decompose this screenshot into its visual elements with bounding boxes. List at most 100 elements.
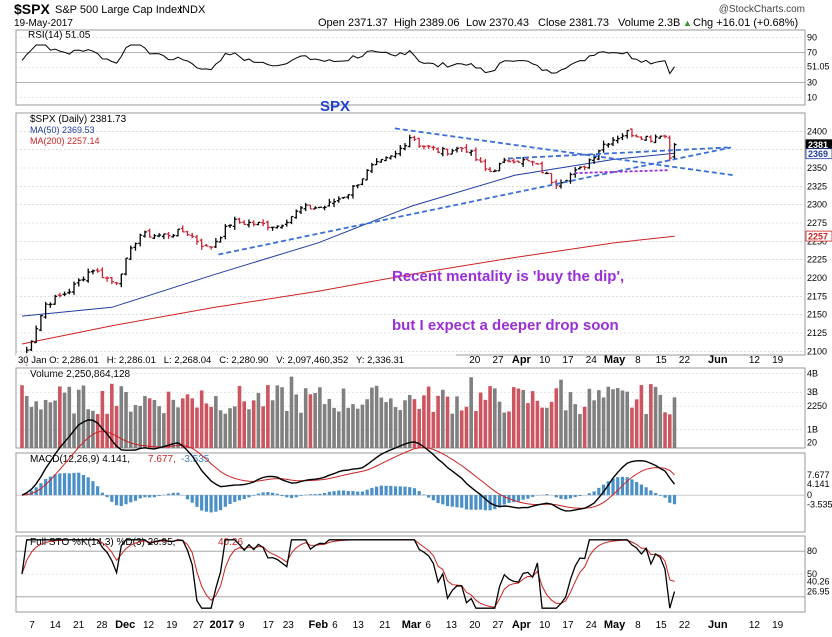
volume-bar [313, 393, 317, 448]
macd-histogram-bar [412, 488, 417, 496]
bottom-date-label: 27 [193, 620, 205, 631]
volume-bar [138, 405, 143, 448]
upper-date-label: 15 [656, 355, 668, 366]
price-tick-label: 2300 [807, 200, 827, 210]
macd-histogram-bar [91, 481, 95, 496]
volume-label: Volume 2,250,864,128 [30, 369, 131, 380]
rsi-line [21, 44, 675, 75]
volume-bar [242, 401, 247, 448]
volume-bar [445, 396, 450, 448]
price-tick-label: 2225 [807, 255, 827, 265]
bottom-date-label: 20 [469, 620, 481, 631]
bottom-date-label: 27 [492, 620, 504, 631]
macd-histogram-bar [479, 495, 483, 510]
volume-bar [355, 408, 360, 448]
macd-label-main: MACD(12,26,9) 4.141, [30, 454, 130, 465]
bottom-date-label: 19 [166, 620, 178, 631]
volume-bar [228, 408, 232, 448]
macd-histogram-bar [450, 495, 454, 507]
volume-bar [450, 413, 455, 448]
ma50-line [21, 152, 675, 317]
macd-histogram-bar [152, 495, 156, 498]
macd-histogram-bar [526, 495, 530, 499]
price-tick-label: 2400 [807, 126, 827, 136]
macd-tick-label: 0 [807, 490, 812, 500]
macd-histogram-bar [252, 495, 256, 496]
volume-bar [398, 410, 403, 448]
volume-bar [431, 411, 436, 448]
upper-date-label: 19 [772, 355, 784, 366]
volume-bar [303, 388, 308, 448]
macd-histogram-bar [332, 491, 336, 496]
macd-histogram-bar [568, 495, 573, 499]
volume-bar [336, 411, 341, 448]
volume-bar [615, 388, 620, 448]
sto-tick-label: 80 [807, 546, 817, 556]
volume-bar [455, 396, 459, 448]
volume-bar [535, 400, 540, 448]
macd-histogram-bar [119, 495, 123, 507]
macd-histogram-bar [195, 495, 199, 507]
volume-bar [128, 411, 133, 448]
macd-histogram-bar [62, 473, 67, 496]
volume-bar [280, 387, 284, 448]
volume-bar [502, 412, 507, 448]
volume-bar [370, 387, 374, 448]
volume-bar [573, 404, 578, 448]
volume-bar [308, 394, 313, 448]
dotted-support [574, 169, 668, 175]
price-tick-label: 2150 [807, 310, 827, 320]
rsi-panel: 90 70 51.05 30 10 [16, 33, 830, 103]
price-legend-spx: $SPX (Daily) 2381.73 [30, 114, 127, 125]
volume-bar [422, 395, 426, 448]
macd-tick-label: 4.141 [807, 479, 830, 489]
volume-bar [180, 398, 185, 448]
macd-histogram-bar [516, 495, 521, 502]
macd-histogram-bar [521, 495, 525, 500]
upper-date-axis: 20 27 Apr 10 17 24 May 8 15 22 Jun 12 19 [469, 354, 784, 366]
macd-histogram-bar [512, 495, 516, 503]
volume-bar [469, 377, 473, 448]
macd-histogram-bar [44, 478, 48, 496]
volume-bar [403, 400, 407, 448]
volume-bar [360, 404, 365, 448]
volume-bar [384, 402, 388, 448]
macd-histogram-bar [209, 495, 213, 513]
macd-histogram-bar [176, 492, 180, 496]
volume-bar [521, 389, 525, 448]
macd-histogram-bar [360, 491, 365, 496]
price-badge-bg [805, 230, 832, 242]
macd-histogram-bar [218, 495, 223, 511]
price-tick-label: 2175 [807, 291, 827, 301]
volume-bar [634, 399, 639, 448]
macd-tick-label: 20 [807, 437, 817, 447]
volume-bar [270, 400, 275, 448]
volume-bar [124, 392, 128, 448]
macd-histogram-bar [668, 495, 672, 503]
price-badge: 2369 [808, 149, 828, 159]
macd-histogram-bar [313, 494, 317, 496]
volume-bar [86, 409, 90, 448]
info-bar-bg [16, 353, 456, 365]
volume-bar [133, 405, 138, 448]
macd-histogram-bar [242, 495, 246, 499]
macd-histogram-bar [493, 495, 497, 510]
macd-histogram-bar [597, 487, 601, 496]
macd-histogram-bar [635, 482, 639, 496]
open-value: Open 2371.37 [318, 17, 388, 29]
macd-histogram-bar [77, 472, 81, 496]
volume-bar [436, 395, 440, 448]
volume-bar [611, 389, 615, 448]
volume-bar [105, 413, 109, 448]
volume-bar [34, 401, 38, 448]
volume-bar [459, 410, 464, 448]
volume-bar [266, 385, 270, 448]
bottom-date-label: 13 [353, 620, 365, 631]
sto-label-main: Full STO %K(14,3) %D(3) 26.95, [30, 537, 175, 548]
macd-histogram-bar [275, 493, 279, 496]
macd-histogram-bar [114, 495, 119, 506]
macd-histogram-bar [672, 495, 677, 505]
volume-bar [327, 398, 332, 448]
